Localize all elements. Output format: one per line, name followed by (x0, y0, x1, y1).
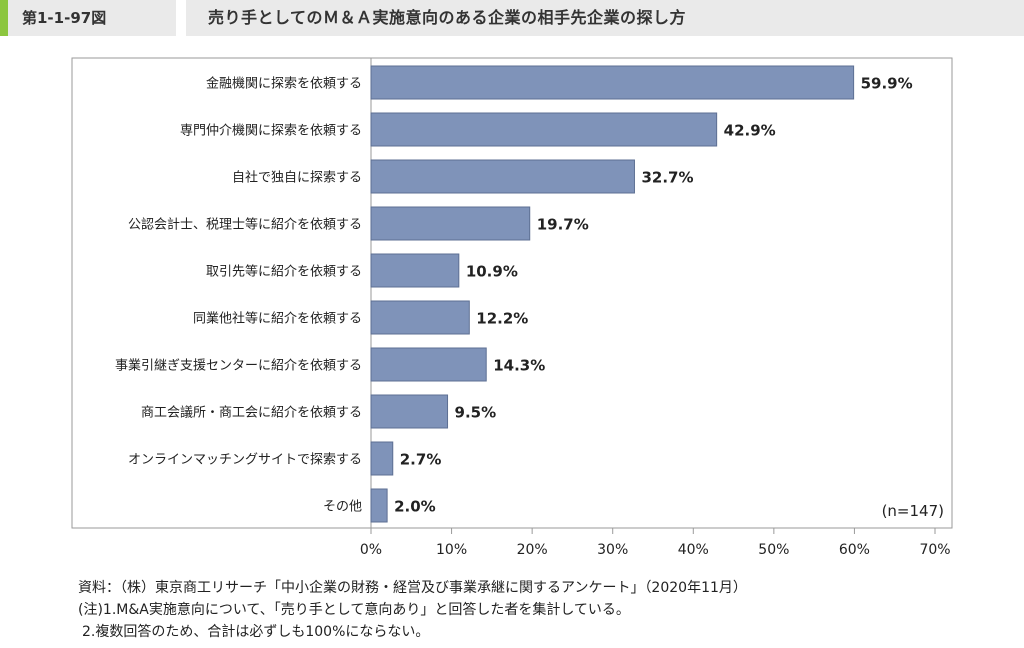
note-1: (注)1.M&A実施意向について、「売り手として意向あり」と回答した者を集計して… (78, 602, 630, 618)
plot-frame (71, 57, 953, 529)
category-label: 自社で独自に探索する (232, 170, 362, 186)
value-label: 2.7% (400, 451, 442, 469)
value-label: 59.9% (861, 75, 913, 93)
category-label: 公認会計士、税理士等に紹介を依頼する (128, 217, 362, 233)
value-label: 32.7% (641, 169, 693, 187)
value-label: 42.9% (724, 122, 776, 140)
value-label: 2.0% (394, 498, 436, 516)
bar (370, 488, 388, 523)
category-label: 同業他社等に紹介を依頼する (193, 311, 362, 327)
figure-number: 第1-1-97図 (22, 9, 107, 27)
x-tick-label: 50% (758, 542, 789, 558)
x-tick-label: 10% (436, 542, 467, 558)
category-label: 取引先等に紹介を依頼する (206, 264, 362, 280)
x-tick-label: 60% (839, 542, 870, 558)
header-accent-bar (0, 0, 8, 36)
value-label: 14.3% (493, 357, 545, 375)
x-tick-label: 0% (360, 542, 382, 558)
sample-size-note: (n=147) (882, 502, 944, 520)
notes: 資料：（株）東京商工リサーチ「中小企業の財務・経営及び事業承継に関するアンケート… (78, 577, 747, 643)
value-label: 19.7% (537, 216, 589, 234)
bar (370, 65, 855, 100)
bar (370, 441, 394, 476)
note-2: 2.複数回答のため、合計は必ずしも100%にならない。 (82, 624, 430, 640)
bar (370, 347, 487, 382)
category-label: 金融機関に探索を依頼する (206, 76, 362, 92)
category-label: 専門仲介機関に探索を依頼する (180, 124, 362, 139)
figure-header: 第1-1-97図 売り手としてのＭ＆Ａ実施意向のある企業の相手先企業の探し方 (0, 0, 1024, 36)
category-label: 事業引継ぎ支援センターに紹介を依頼する (115, 358, 362, 374)
bar (370, 206, 531, 241)
value-label: 9.5% (455, 404, 497, 422)
source-note: 資料：（株）東京商工リサーチ「中小企業の財務・経営及び事業承継に関するアンケート… (78, 580, 747, 596)
x-tick-label: 20% (517, 542, 548, 558)
bar (370, 112, 718, 147)
x-tick-label: 70% (919, 542, 950, 558)
category-label: 商工会議所・商工会に紹介を依頼する (141, 406, 362, 421)
value-label: 12.2% (476, 310, 528, 328)
value-label: 10.9% (466, 263, 518, 281)
category-label: オンラインマッチングサイトで探索する (128, 453, 362, 468)
category-label: その他 (323, 500, 362, 515)
bar (370, 394, 449, 429)
bar (370, 300, 470, 335)
x-tick-label: 40% (678, 542, 709, 558)
header-separator (176, 0, 186, 36)
bar (370, 159, 635, 194)
figure-title: 売り手としてのＭ＆Ａ実施意向のある企業の相手先企業の探し方 (208, 8, 687, 27)
x-tick-label: 30% (597, 542, 628, 558)
bar (370, 253, 460, 288)
